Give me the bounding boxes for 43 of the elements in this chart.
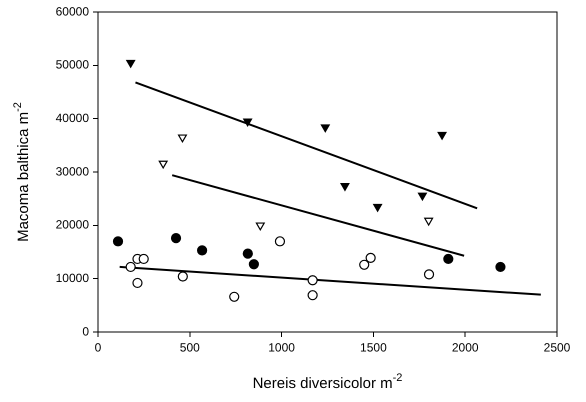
point [359, 260, 370, 270]
point [308, 275, 318, 286]
point [243, 118, 252, 126]
point [424, 269, 434, 280]
point [443, 254, 454, 264]
point [248, 259, 259, 270]
x-tick-label: 1000 [268, 340, 296, 355]
point [178, 271, 188, 282]
point [340, 183, 350, 191]
y-tick-label: 10000 [56, 270, 90, 285]
y-tick-label: 20000 [56, 218, 90, 232]
point [197, 245, 208, 256]
point [138, 254, 149, 264]
y-tick-label: 0 [82, 324, 90, 338]
y-axis-title: Macoma balthica m-2 [12, 102, 32, 242]
point [373, 204, 382, 212]
y-tick-label: 60000 [56, 4, 90, 18]
x-tick-label: 0 [94, 340, 102, 355]
x-tick-label: 500 [180, 340, 200, 355]
point [256, 222, 265, 230]
point [424, 218, 434, 226]
point [132, 278, 143, 288]
point [112, 236, 124, 246]
point [178, 134, 187, 142]
point [320, 124, 330, 132]
point [229, 292, 240, 302]
point [158, 160, 168, 169]
point [170, 233, 182, 244]
y-tick-label: 40000 [56, 110, 90, 125]
y-tick-label: 30000 [56, 164, 90, 178]
point [242, 248, 253, 259]
x-tick-label: 2000 [452, 340, 479, 355]
point [366, 252, 376, 263]
x-tick-label: 2500 [544, 340, 571, 355]
point [126, 262, 136, 272]
y-tick-label: 50000 [56, 58, 90, 72]
point [126, 60, 136, 68]
point [308, 290, 318, 300]
x-tick-label: 1500 [360, 340, 388, 355]
point [438, 132, 447, 140]
point [495, 262, 506, 272]
point [418, 192, 427, 201]
point [274, 236, 286, 246]
